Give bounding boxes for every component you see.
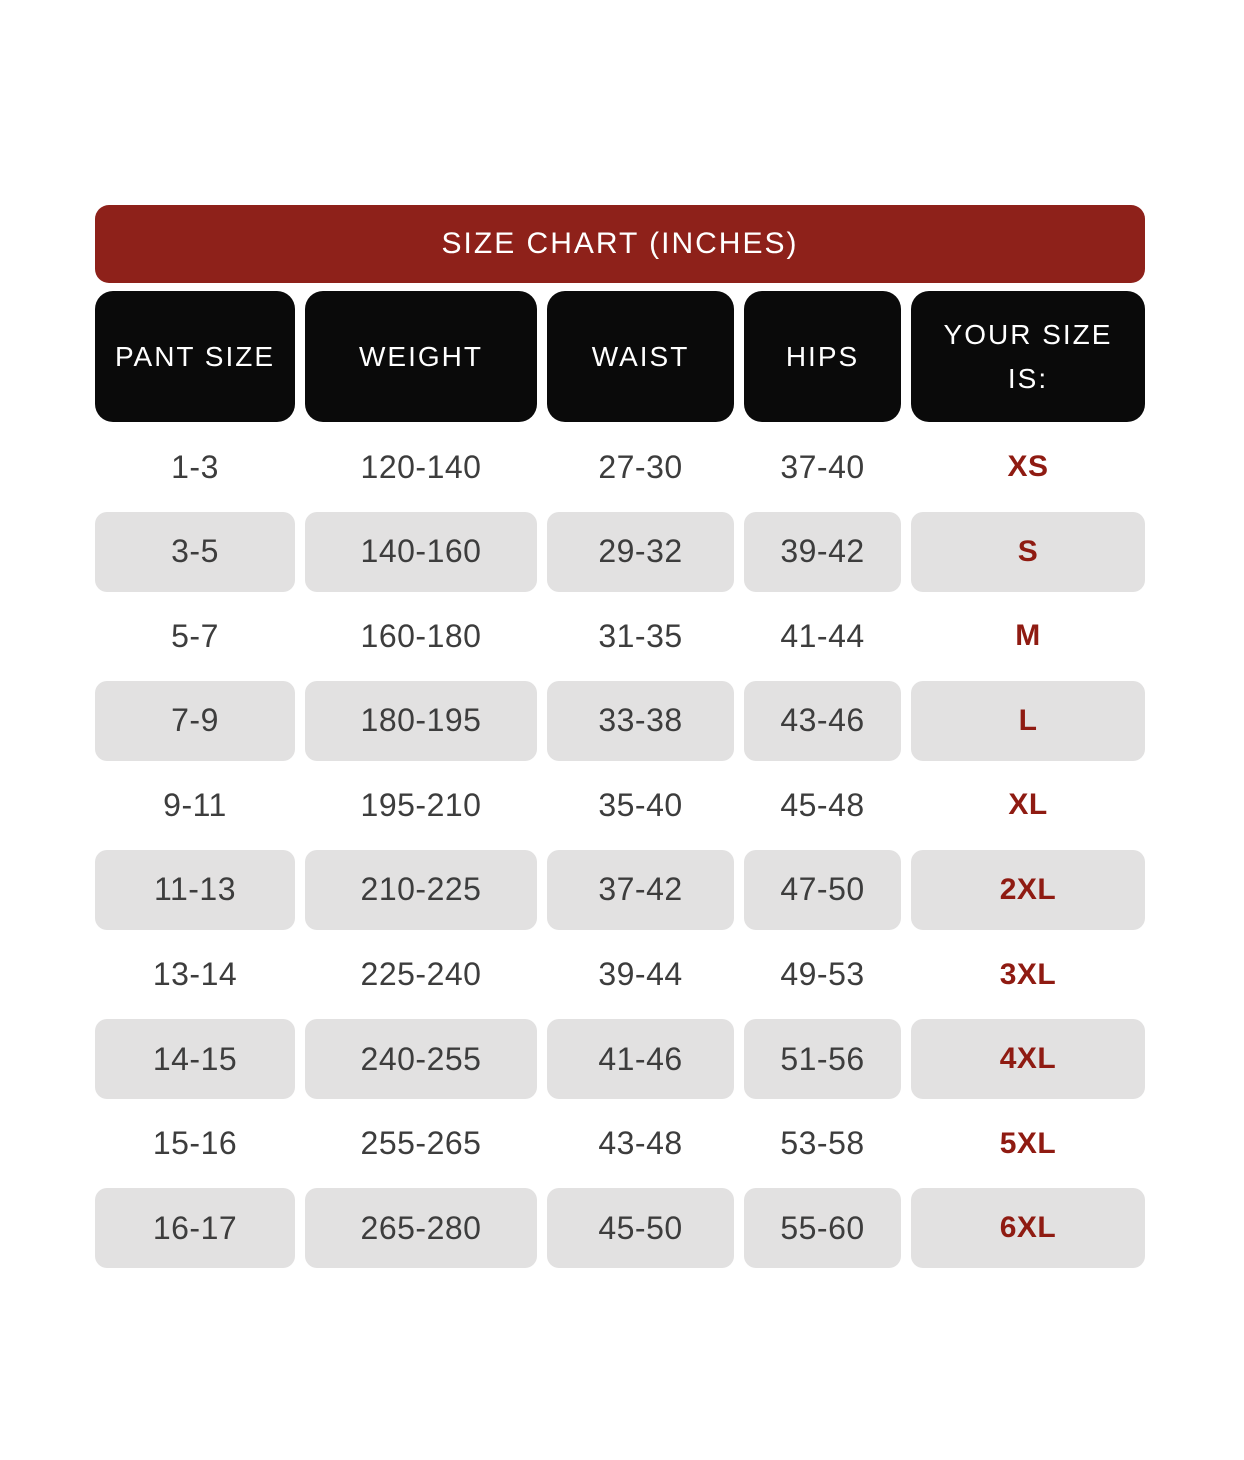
- cell-pant-size: 1-3: [171, 448, 219, 485]
- column-header-waist: WAIST: [547, 291, 734, 422]
- size-chart-title: SIZE CHART (INCHES): [441, 227, 799, 260]
- column-header-your-size: YOUR SIZE IS:: [911, 291, 1145, 422]
- cell-your-size: 5XL: [999, 1126, 1057, 1160]
- cell-pant-size: 7-9: [95, 680, 295, 761]
- cell-pant-size: 3-5: [95, 511, 295, 592]
- cell-weight: 180-195: [305, 680, 537, 761]
- cell-your-size: M: [1015, 619, 1041, 653]
- cell-waist: 41-46: [547, 1019, 734, 1100]
- cell-pant-size: 5-7: [171, 617, 219, 654]
- cell-pant-size: 9-11: [163, 786, 227, 823]
- cell-pant-size: 14-15: [95, 1019, 295, 1100]
- cell-hips: 49-53: [780, 956, 865, 993]
- cell-weight: 160-180: [360, 617, 482, 654]
- cell-waist: 45-50: [547, 1188, 734, 1269]
- cell-your-size: S: [911, 511, 1145, 592]
- size-chart-title-banner: SIZE CHART (INCHES): [95, 205, 1145, 283]
- column-header-weight: WEIGHT: [305, 291, 537, 422]
- cell-weight: 210-225: [305, 849, 537, 930]
- column-header-hips: HIPS: [744, 291, 901, 422]
- cell-waist: 31-35: [598, 617, 683, 654]
- cell-pant-size: 16-17: [95, 1188, 295, 1269]
- cell-hips: 47-50: [744, 849, 901, 930]
- cell-waist: 33-38: [547, 680, 734, 761]
- cell-your-size: 6XL: [911, 1188, 1145, 1269]
- cell-your-size: XL: [1008, 788, 1048, 822]
- size-chart: SIZE CHART (INCHES) PANT SIZE WEIGHT WAI…: [95, 205, 1145, 1269]
- cell-your-size: 4XL: [911, 1019, 1145, 1100]
- table-header-row: PANT SIZE WEIGHT WAIST HIPS YOUR SIZE IS…: [95, 291, 1145, 422]
- cell-weight: 195-210: [360, 786, 482, 823]
- cell-weight: 265-280: [305, 1188, 537, 1269]
- cell-weight: 140-160: [305, 511, 537, 592]
- cell-weight: 255-265: [360, 1125, 482, 1162]
- cell-your-size: L: [911, 680, 1145, 761]
- cell-hips: 39-42: [744, 511, 901, 592]
- cell-waist: 29-32: [547, 511, 734, 592]
- cell-hips: 55-60: [744, 1188, 901, 1269]
- table-body: 1-3 120-140 27-30 37-40 XS 3-5 140-160 2…: [95, 427, 1145, 1269]
- cell-hips: 43-46: [744, 680, 901, 761]
- cell-your-size: XS: [1007, 450, 1049, 483]
- cell-weight: 120-140: [360, 448, 482, 485]
- cell-hips: 45-48: [780, 786, 865, 823]
- cell-your-size: 3XL: [999, 957, 1057, 991]
- cell-waist: 35-40: [598, 786, 683, 823]
- cell-weight: 225-240: [360, 956, 482, 993]
- cell-pant-size: 11-13: [95, 849, 295, 930]
- cell-your-size: 2XL: [911, 849, 1145, 930]
- cell-waist: 27-30: [598, 448, 683, 485]
- cell-waist: 43-48: [598, 1125, 683, 1162]
- cell-hips: 37-40: [780, 448, 865, 485]
- cell-weight: 240-255: [305, 1019, 537, 1100]
- cell-hips: 41-44: [780, 617, 865, 654]
- cell-waist: 37-42: [547, 849, 734, 930]
- cell-pant-size: 13-14: [152, 956, 238, 993]
- cell-hips: 53-58: [780, 1125, 865, 1162]
- cell-pant-size: 15-16: [152, 1125, 238, 1162]
- column-header-pant-size: PANT SIZE: [95, 291, 295, 422]
- cell-hips: 51-56: [744, 1019, 901, 1100]
- cell-waist: 39-44: [598, 956, 683, 993]
